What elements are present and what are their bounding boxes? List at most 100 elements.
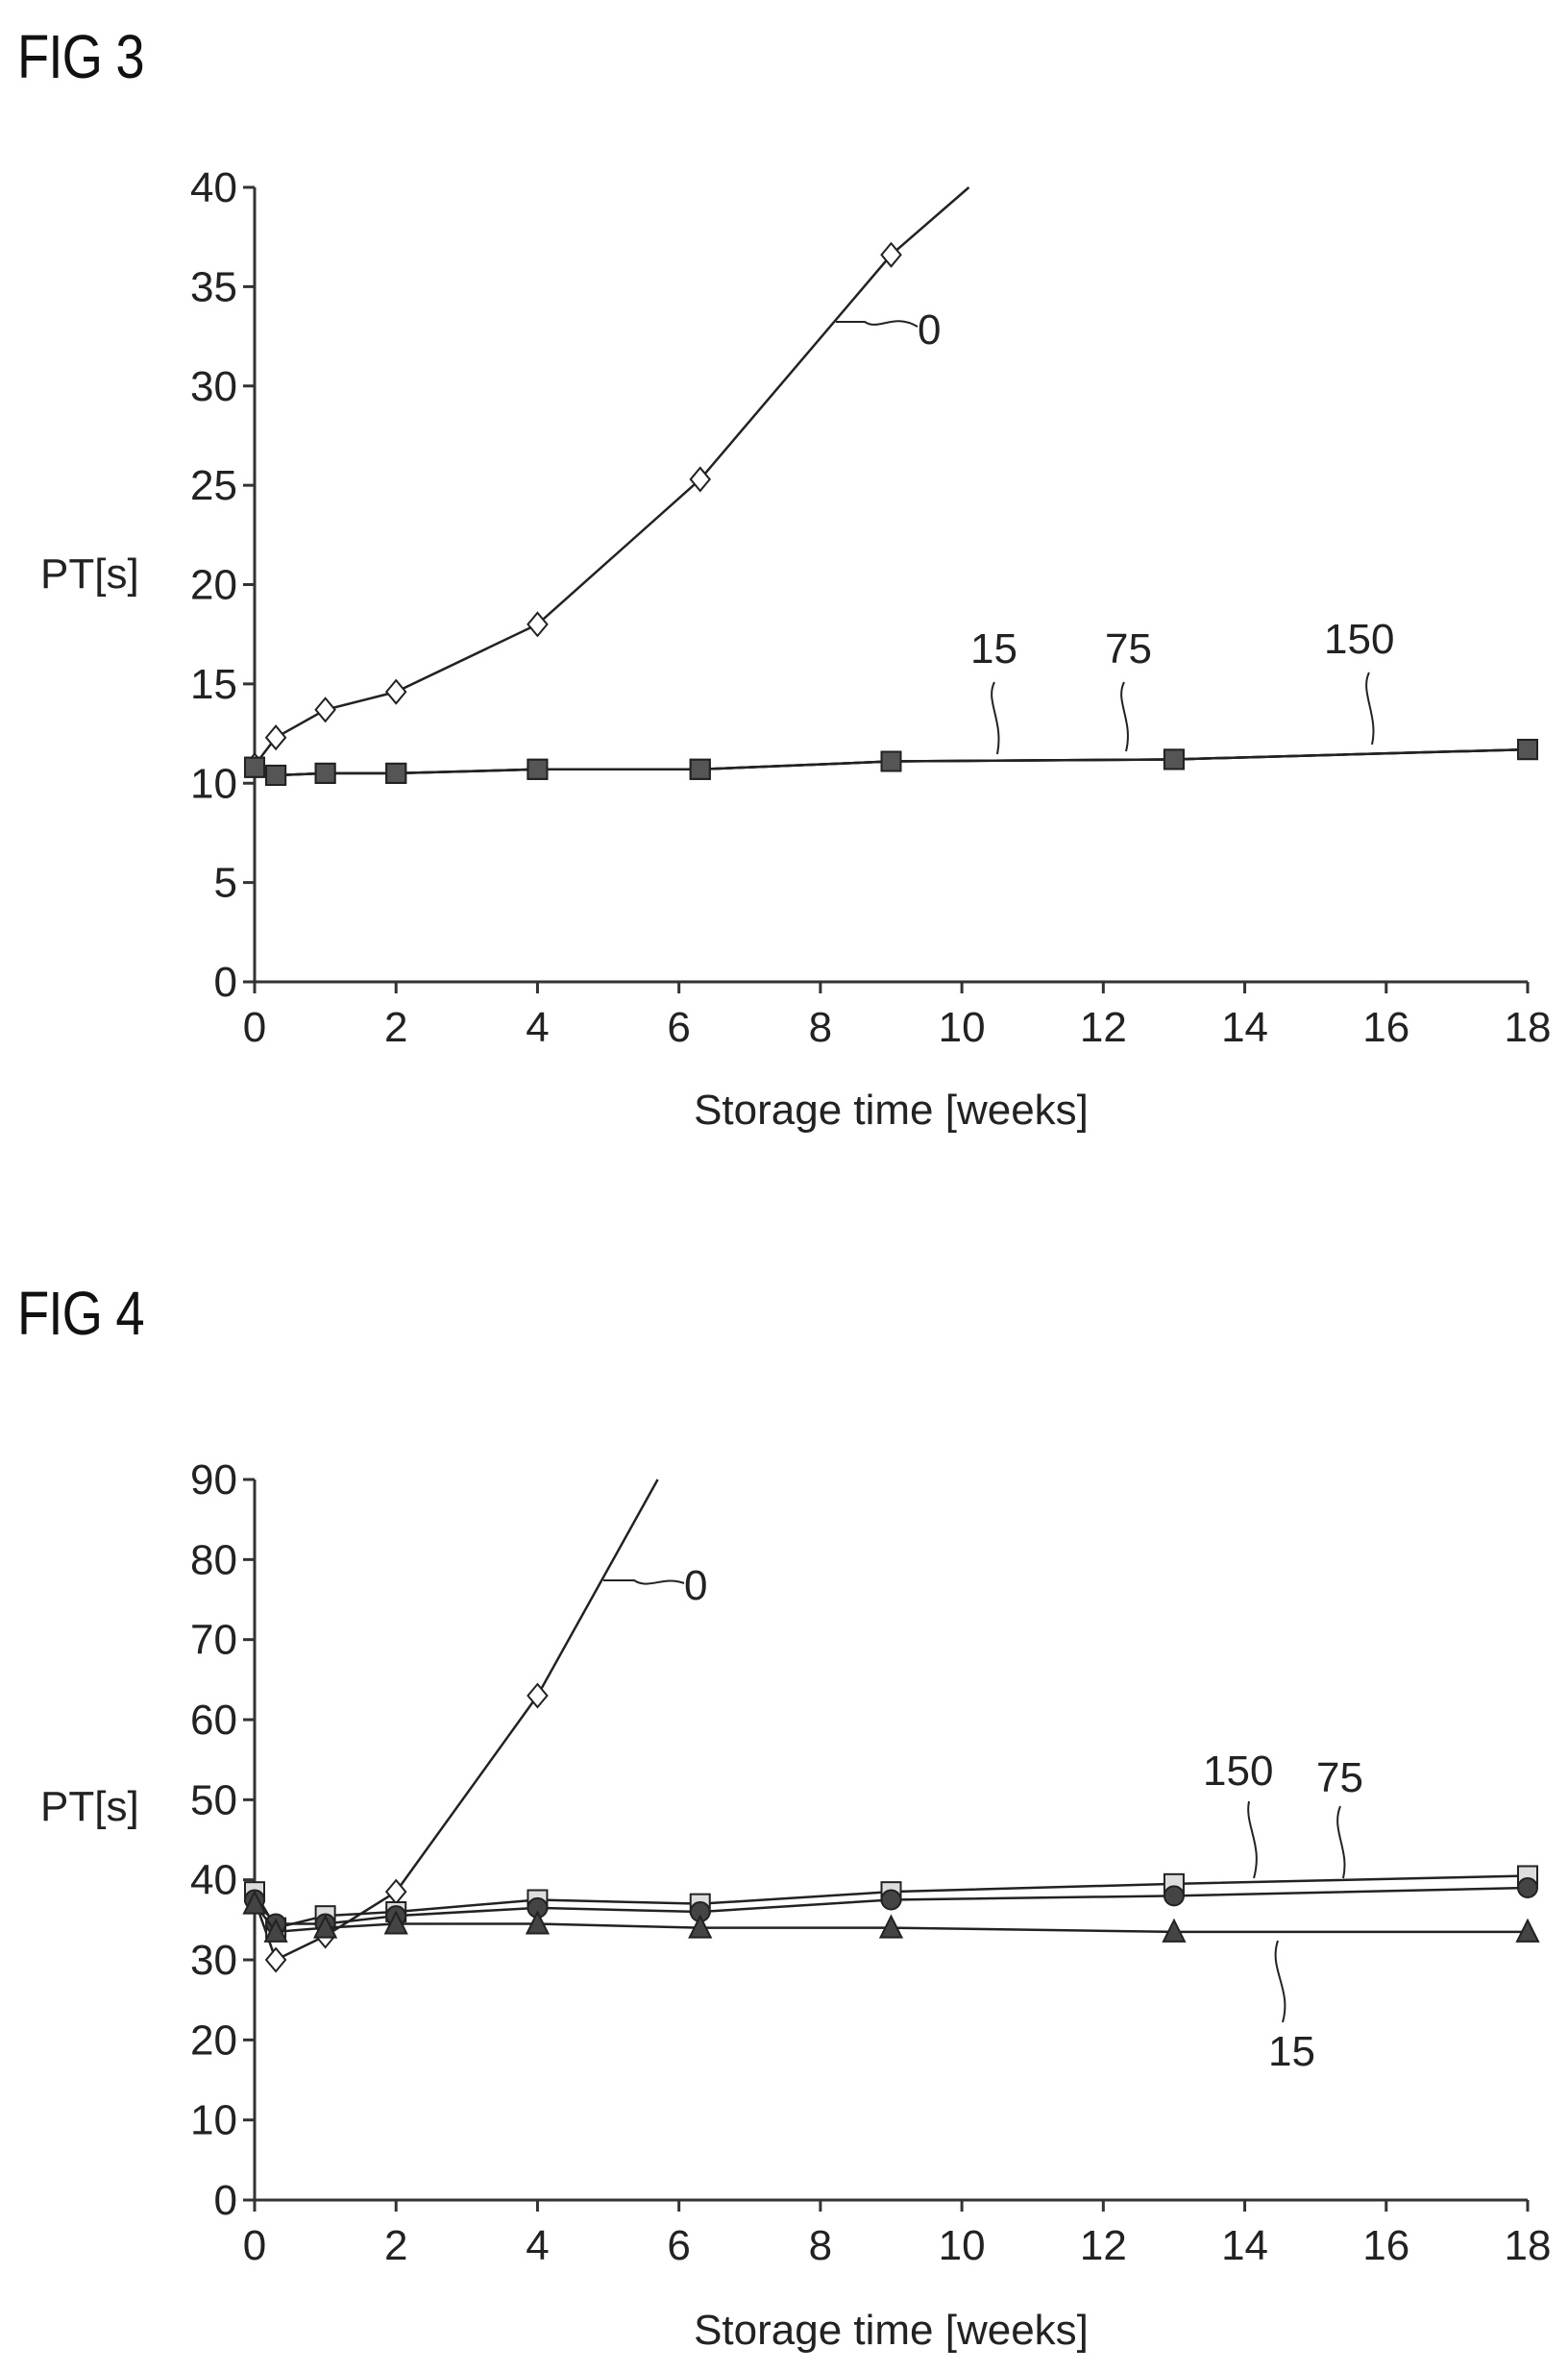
data-point: [1163, 1885, 1185, 1907]
data-point: [527, 1682, 549, 1709]
y-tick-label: 25: [190, 462, 237, 509]
x-tick-label: 2: [384, 2222, 407, 2269]
series-label: 75: [1105, 625, 1152, 672]
x-tick-label: 16: [1362, 1004, 1409, 1051]
data-point: [264, 1946, 287, 1973]
series-leader-line: [1247, 1800, 1258, 1879]
y-tick-label: 15: [190, 661, 237, 708]
y-tick-label: 10: [190, 760, 237, 807]
y-axis-label: PT[s]: [40, 550, 139, 598]
data-point: [264, 724, 287, 751]
data-point: [527, 611, 549, 638]
x-tick-label: 18: [1505, 1004, 1552, 1051]
y-tick-label: 30: [190, 363, 237, 410]
series-leader-line: [1336, 1805, 1346, 1879]
y-tick-label: 10: [190, 2097, 237, 2144]
series-line: [253, 1479, 659, 1962]
x-tick-label: 14: [1221, 2222, 1268, 2269]
data-point: [1162, 1918, 1187, 1943]
series-label: 15: [970, 625, 1017, 672]
y-tick-label: 0: [214, 959, 237, 1006]
data-point: [263, 1918, 288, 1943]
data-point: [689, 758, 711, 780]
x-tick-label: 8: [809, 1004, 832, 1051]
data-point: [1163, 748, 1185, 770]
y-axis-label: PT[s]: [40, 1783, 139, 1830]
data-point: [880, 1889, 902, 1911]
data-point: [525, 1910, 551, 1935]
series-leader-line: [836, 320, 919, 328]
x-tick-label: 8: [809, 2222, 832, 2269]
series-0: [243, 1479, 659, 1973]
data-point: [688, 1914, 713, 1939]
y-tick-label: 0: [214, 2177, 237, 2224]
x-axis-label: Storage time [weeks]: [694, 1087, 1089, 1134]
x-tick-label: 16: [1362, 2222, 1409, 2269]
x-tick-label: 12: [1080, 2222, 1127, 2269]
series-label: 15: [1268, 2028, 1315, 2075]
data-point: [384, 678, 407, 705]
series-label: 150: [1324, 616, 1394, 663]
series-leader-line: [1120, 681, 1129, 752]
x-axis-label: Storage time [weeks]: [694, 2307, 1089, 2354]
figure-4-title: FIG 4: [17, 1279, 145, 1348]
data-point: [385, 762, 407, 784]
data-point: [689, 466, 712, 493]
data-point: [880, 241, 902, 268]
x-tick-label: 0: [243, 2222, 266, 2269]
x-tick-label: 2: [384, 1004, 407, 1051]
series-75: [244, 1877, 1538, 1935]
y-tick-label: 50: [190, 1776, 237, 1823]
y-tick-label: 35: [190, 263, 237, 310]
x-tick-label: 0: [243, 1004, 266, 1051]
data-point: [265, 764, 287, 786]
series-line: [254, 186, 970, 767]
y-tick-label: 90: [190, 1456, 237, 1504]
data-point: [1517, 1877, 1538, 1898]
x-tick-label: 10: [939, 1004, 986, 1051]
x-tick-label: 4: [526, 2222, 549, 2269]
data-point: [1517, 739, 1538, 761]
series-label: 0: [918, 306, 941, 354]
y-tick-label: 80: [190, 1536, 237, 1583]
series-0: [243, 186, 970, 779]
data-point: [244, 756, 265, 778]
series-15: [242, 1890, 1540, 1943]
data-point: [242, 1890, 267, 1915]
series-leader-line: [603, 1579, 685, 1585]
series-leader-line: [1365, 672, 1375, 746]
series-label: 75: [1316, 1754, 1363, 1801]
data-point: [527, 758, 549, 780]
y-tick-label: 70: [190, 1617, 237, 1664]
y-tick-label: 20: [190, 2017, 237, 2064]
x-tick-label: 6: [667, 1004, 690, 1051]
series-leader-line: [991, 681, 1000, 755]
x-tick-label: 18: [1505, 2222, 1552, 2269]
data-point: [314, 697, 336, 723]
x-tick-label: 14: [1221, 1004, 1268, 1051]
y-tick-label: 5: [214, 860, 237, 907]
data-point: [1515, 1918, 1540, 1943]
data-point: [383, 1910, 408, 1935]
y-tick-label: 20: [190, 562, 237, 609]
x-tick-label: 10: [939, 2222, 986, 2269]
y-tick-label: 60: [190, 1697, 237, 1744]
fig4-chart: 0 10 20 30 40 50 60 70 80 90 0 2 4 6 8 10 12 14 16 18 Storag…: [40, 1456, 1551, 2354]
series-leader-line: [1274, 1940, 1286, 2023]
data-point: [314, 762, 336, 784]
figure-3-title: FIG 3: [17, 22, 145, 91]
x-tick-label: 12: [1080, 1004, 1127, 1051]
fig3-chart: 0 5 10 15 20 25 30 35 40 0 2 4 6 8 10 12 14 16 18 Storage t…: [40, 164, 1551, 1134]
series-label: 150: [1203, 1748, 1273, 1795]
y-tick-label: 30: [190, 1937, 237, 1984]
y-tick-label: 40: [190, 1857, 237, 1904]
data-point: [880, 750, 902, 772]
x-tick-label: 4: [526, 1004, 549, 1051]
series-label: 0: [684, 1562, 707, 1609]
series-150: [244, 739, 1538, 786]
x-tick-label: 6: [667, 2222, 690, 2269]
y-tick-label: 40: [190, 164, 237, 211]
data-point: [312, 1914, 338, 1939]
data-point: [878, 1914, 904, 1939]
